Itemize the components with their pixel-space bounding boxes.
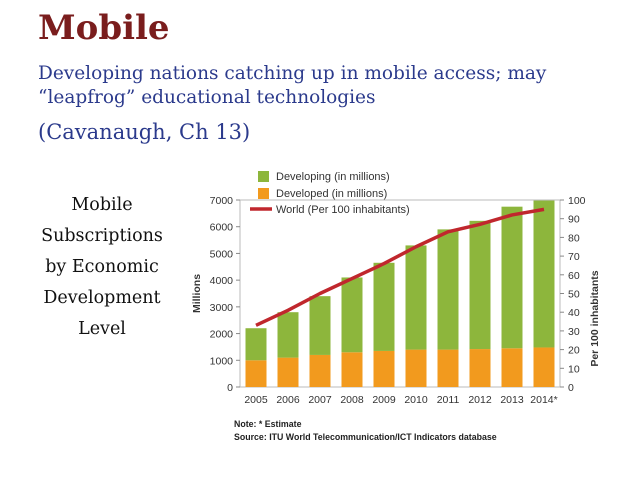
y2-tick-label: 80 [568,232,580,244]
chart-note: Note: * Estimate [234,419,302,429]
bar-developing [277,312,299,358]
y2-tick-label: 0 [568,382,574,394]
bar-developing [533,200,555,348]
y2-tick-label: 40 [568,307,580,319]
chart-source: Source: ITU World Telecommunication/ICT … [234,432,497,442]
y2-tick-label: 30 [568,326,580,338]
x-tick-label: 2006 [276,394,300,406]
bar-developed [277,357,299,387]
y2-tick-label: 60 [568,270,580,282]
slide-citation: (Cavanaugh, Ch 13) [38,120,251,144]
y2-tick-label: 100 [568,195,586,207]
x-tick-label: 2013 [500,394,524,406]
x-tick-label: 2010 [404,394,428,406]
caption-line: by Economic [45,257,159,277]
bar-developing [469,220,491,350]
slide-subtitle: Developing nations catching up in mobile… [38,63,547,108]
caption-line: Subscriptions [41,226,163,246]
y-tick-label: 1000 [210,355,234,367]
legend-swatch-developing [258,171,269,182]
x-tick-label: 2011 [437,394,460,406]
x-tick-label: 2014* [530,394,557,406]
y-tick-label: 5000 [210,248,234,260]
y2-tick-label: 20 [568,345,580,357]
slide-title: Mobile [38,8,170,48]
bar-developing [309,296,331,355]
y2-axis-title: Per 100 inhabitants [589,270,601,366]
bar-developed [501,348,523,387]
bar-developing [341,277,363,353]
y-tick-label: 7000 [210,195,234,207]
bar-developing [437,229,459,350]
bar-developed [469,349,491,387]
legend-label: Developed (in millions) [276,188,387,200]
bar-developed [373,350,395,387]
x-tick-label: 2009 [372,394,396,406]
y-tick-label: 0 [227,382,233,394]
y-tick-label: 6000 [210,222,234,234]
y-tick-label: 4000 [210,275,234,287]
chart-caption: Mobile Subscriptions by Economic Develop… [36,190,168,345]
y-tick-label: 3000 [210,302,234,314]
bar-developed [437,349,459,387]
bar-developed [405,349,427,387]
legend-label: Developing (in millions) [276,171,390,183]
y-axis-title: Millions [191,274,203,313]
x-tick-label: 2012 [468,394,492,406]
bar-developed [309,354,331,387]
bar-developing [405,245,427,350]
y2-tick-label: 70 [568,251,580,263]
bar-developing [501,206,523,349]
bar-developed [341,352,363,387]
y2-tick-label: 10 [568,363,580,375]
caption-line: Development [43,288,161,308]
bar-developed [533,347,555,387]
caption-line: Level [78,319,126,339]
x-tick-label: 2008 [340,394,364,406]
legend-label: World (Per 100 inhabitants) [276,204,410,216]
x-tick-label: 2005 [244,394,268,406]
y2-tick-label: 50 [568,289,580,301]
bar-developing [245,328,267,361]
caption-line: Mobile [71,195,133,215]
world-line [255,207,545,327]
x-tick-label: 2007 [308,394,332,406]
bar-developing [373,262,395,351]
y-tick-label: 2000 [210,329,234,341]
legend-swatch-developed [258,188,269,199]
bar-developed [245,360,267,387]
y2-tick-label: 90 [568,214,580,226]
